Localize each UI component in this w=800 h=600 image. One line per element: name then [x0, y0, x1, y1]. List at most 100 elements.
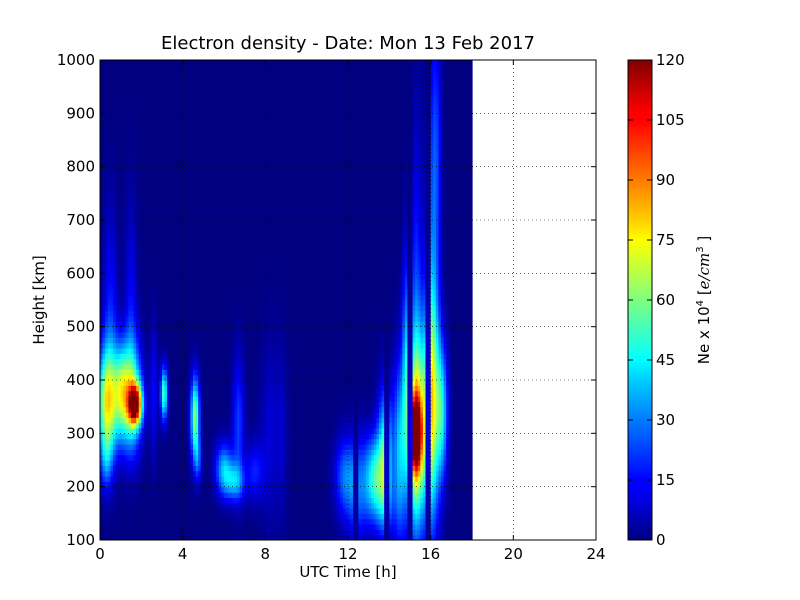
heatmap-cell	[105, 513, 109, 520]
heatmap-cell	[120, 118, 124, 125]
heatmap-cell	[133, 262, 137, 269]
heatmap-cell	[146, 449, 150, 456]
heatmap-cell	[136, 198, 140, 205]
heatmap-cell	[125, 124, 130, 130]
heatmap-cell	[146, 444, 150, 450]
heatmap-cell	[102, 193, 106, 200]
heatmap-cell	[141, 193, 145, 200]
heatmap-cell	[133, 108, 137, 114]
heatmap-cell	[120, 60, 124, 66]
heatmap-cell	[120, 486, 124, 493]
heatmap-cell	[105, 166, 109, 173]
heatmap-cell	[131, 177, 135, 184]
heatmap-cell	[123, 241, 127, 248]
heatmap-cell	[115, 348, 119, 354]
heatmap-cell	[100, 177, 104, 184]
heatmap-cell	[102, 374, 106, 381]
heatmap-cell	[105, 353, 109, 360]
heatmap-cell	[133, 188, 137, 194]
heatmap-cell	[100, 508, 104, 514]
heatmap-cell	[131, 193, 135, 200]
heatmap-cell	[125, 380, 130, 386]
heatmap-cell	[102, 252, 106, 258]
heatmap-cell	[112, 321, 117, 328]
heatmap-cell	[112, 97, 117, 104]
heatmap-cell	[105, 497, 109, 504]
heatmap-cell	[110, 342, 114, 349]
heatmap-cell	[146, 422, 150, 429]
heatmap-cell	[110, 257, 114, 264]
heatmap-cell	[102, 97, 106, 104]
heatmap-cell	[118, 241, 122, 248]
heatmap-cell	[133, 492, 137, 498]
heatmap-cell	[120, 481, 124, 488]
heatmap-cell	[138, 278, 142, 285]
heatmap-cell	[128, 204, 132, 210]
heatmap-cell	[115, 524, 119, 530]
heatmap-cell	[128, 92, 132, 98]
heatmap-cell	[128, 438, 132, 445]
heatmap-cell	[128, 534, 132, 540]
heatmap-cell	[125, 257, 130, 264]
heatmap-cell	[120, 241, 124, 248]
heatmap-cell	[115, 177, 119, 184]
heatmap-cell	[115, 140, 119, 146]
heatmap-cell	[141, 486, 145, 493]
heatmap-cell	[100, 444, 104, 450]
heatmap-cell	[100, 246, 104, 253]
heatmap-cell	[118, 353, 122, 360]
heatmap-cell	[125, 65, 130, 72]
heatmap-cell	[136, 406, 140, 413]
heatmap-cell	[131, 353, 135, 360]
heatmap-cell	[118, 438, 122, 445]
heatmap-cell	[102, 332, 106, 338]
heatmap-cell	[146, 529, 150, 536]
heatmap-cell	[123, 273, 127, 280]
heatmap-cell	[123, 364, 127, 370]
heatmap-cell	[131, 118, 135, 125]
heatmap-cell	[120, 252, 124, 258]
heatmap-cell	[100, 70, 104, 77]
heatmap-cell	[118, 385, 122, 392]
heatmap-cell	[141, 534, 145, 540]
heatmap-cell	[112, 454, 117, 461]
heatmap-cell	[107, 204, 111, 210]
heatmap-cell	[138, 134, 142, 141]
heatmap-cell	[141, 236, 145, 242]
heatmap-cell	[115, 273, 119, 280]
heatmap-cell	[141, 358, 145, 365]
heatmap-cell	[100, 257, 104, 264]
heatmap-cell	[141, 310, 145, 317]
heatmap-cell	[118, 60, 122, 66]
heatmap-cell	[115, 470, 119, 477]
heatmap-cell	[107, 332, 111, 338]
heatmap-cell	[102, 262, 106, 269]
heatmap-cell	[118, 476, 122, 482]
heatmap-cell	[107, 337, 111, 344]
heatmap-cell	[133, 204, 137, 210]
heatmap-cell	[133, 273, 137, 280]
heatmap-cell	[128, 406, 132, 413]
heatmap-cell	[138, 305, 142, 312]
heatmap-cell	[118, 236, 122, 242]
heatmap-cell	[128, 396, 132, 402]
heatmap-cell	[141, 444, 145, 450]
heatmap-cell	[123, 486, 127, 493]
heatmap-cell	[125, 214, 130, 221]
heatmap-cell	[112, 470, 117, 477]
heatmap-cell	[110, 364, 114, 370]
heatmap-cell	[138, 380, 142, 386]
heatmap-cell	[128, 268, 132, 274]
heatmap-cell	[112, 289, 117, 296]
heatmap-cell	[125, 449, 130, 456]
heatmap-cell	[141, 524, 145, 530]
heatmap-cell	[143, 257, 148, 264]
heatmap-cell	[138, 118, 142, 125]
heatmap-cell	[102, 124, 106, 130]
heatmap-cell	[141, 316, 145, 322]
heatmap-cell	[125, 454, 130, 461]
heatmap-cell	[115, 257, 119, 264]
heatmap-cell	[138, 353, 142, 360]
heatmap-cell	[120, 225, 124, 232]
heatmap-cell	[112, 518, 117, 525]
